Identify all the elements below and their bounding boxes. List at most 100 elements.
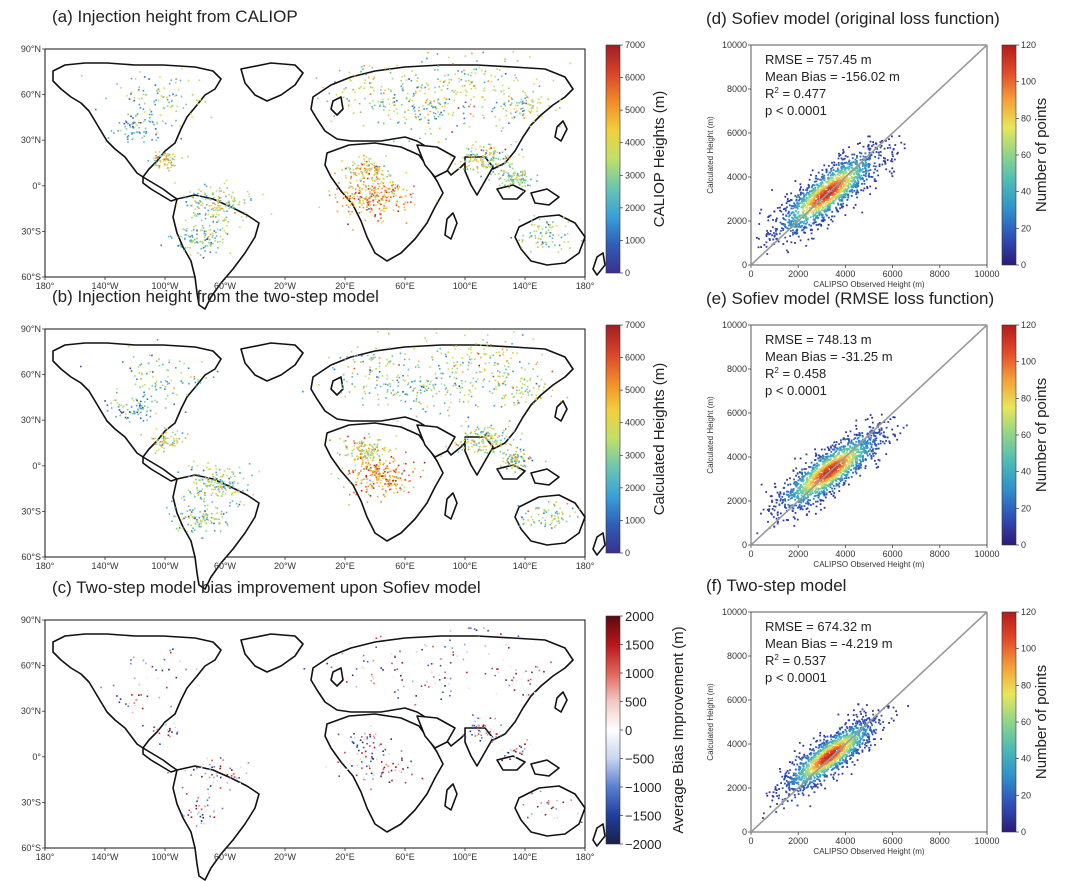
fire-point [187,814,190,816]
fire-point [345,87,347,89]
fire-point [141,372,143,375]
fire-point [520,98,523,101]
fire-point [476,60,478,62]
fire-point [200,219,203,222]
lon-tick-label: 60°W [214,561,237,571]
fire-point [231,769,233,771]
fire-point [360,85,362,88]
fire-point [378,105,381,107]
fire-point [478,448,480,451]
fire-point [497,163,500,165]
fire-point [525,670,527,672]
density-point [792,231,794,234]
fire-point [378,465,380,467]
fire-point [366,160,368,163]
fire-point [382,220,385,222]
fire-point [382,669,384,671]
fire-point [190,811,192,814]
fire-point [370,454,372,456]
fire-point [143,141,145,143]
fire-point [510,97,512,99]
fire-point [390,392,393,394]
fire-point [394,769,396,772]
fire-point [413,400,415,402]
fire-point [483,157,485,159]
fire-point [514,459,516,461]
fire-point [221,241,224,244]
fire-point [206,514,209,516]
fire-point [373,162,376,164]
fire-point [225,521,227,523]
fire-point [362,441,365,443]
fire-point [209,815,211,818]
fire-point [216,494,219,496]
density-point [817,209,820,211]
density-point [826,214,828,217]
fire-point [361,450,364,452]
density-point [820,219,823,222]
fire-point [215,485,218,488]
fire-point [396,376,398,379]
fire-point [359,197,361,200]
density-point [803,231,805,234]
fire-point [485,437,487,440]
fire-point [162,441,164,444]
fire-point [471,734,473,736]
fire-point [338,69,341,72]
fire-point [358,456,360,459]
fire-point [480,440,483,443]
fire-point [511,385,513,388]
fire-point [479,730,482,733]
fire-point [205,198,207,201]
fire-point [346,356,349,358]
fire-point [527,457,530,460]
density-point [891,160,894,163]
fire-point [158,165,160,167]
fire-point [471,384,474,387]
fire-point [211,492,214,494]
fire-point [411,381,414,383]
fire-point [169,156,172,159]
fire-point [344,358,347,361]
fire-point [367,462,370,464]
density-point [813,219,816,222]
fire-point [478,442,480,444]
fire-point [198,213,200,216]
fire-point [422,384,425,386]
fire-point [514,178,516,180]
fire-point [500,406,503,408]
fire-point [498,178,500,180]
fire-point [373,456,375,458]
fire-point [197,798,199,801]
fire-point [525,401,527,403]
fire-point [473,733,476,735]
fire-point [512,465,514,468]
fire-point [225,511,228,514]
fire-point [482,438,484,441]
fire-point [541,517,544,519]
fire-point [519,112,522,115]
fire-point [545,511,548,513]
fire-point [405,462,407,465]
fire-point [483,87,486,90]
colorbar-tick-label: 0 [625,723,632,738]
fire-point [516,402,519,405]
fire-point [493,388,495,390]
fire-point [376,453,378,456]
fire-point [352,742,355,744]
fire-point [210,521,213,524]
fire-point [220,513,223,515]
fire-point [160,387,162,389]
fire-point [534,507,537,510]
density-point [772,238,775,241]
fire-point [489,146,492,149]
density-point [828,180,831,183]
fire-point [380,501,382,503]
fire-point [184,437,187,439]
fire-point [401,472,404,475]
density-point [814,199,817,202]
fire-point [362,202,365,205]
fire-point [467,448,470,451]
fire-point [521,334,524,336]
density-point [838,174,841,176]
